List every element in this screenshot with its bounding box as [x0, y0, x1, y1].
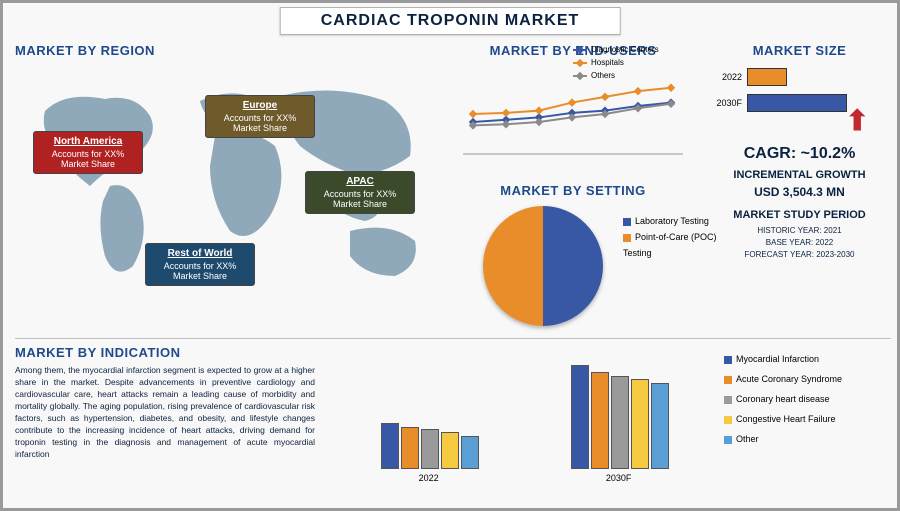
indication-paragraph: Among them, the myocardial infarction se… — [15, 364, 315, 460]
period-title: MARKET STUDY PERIOD — [712, 209, 887, 221]
setting-legend: Laboratory TestingPoint-of-Care (POC) Te… — [623, 213, 723, 261]
size-bars: 2022⬆2030F — [712, 64, 887, 139]
incremental-value: USD 3,504.3 MN — [712, 185, 887, 199]
region-label-apac: APACAccounts for XX%Market Share — [305, 171, 415, 214]
region-label-europe: EuropeAccounts for XX%Market Share — [205, 95, 315, 138]
endusers-chart — [463, 64, 683, 159]
indication-panel: MARKET BY INDICATION Among them, the myo… — [15, 338, 891, 503]
region-label-rest-of-world: Rest of WorldAccounts for XX%Market Shar… — [145, 243, 255, 286]
setting-panel: MARKET BY SETTING Laboratory TestingPoin… — [463, 183, 723, 333]
cagr-value: CAGR: ~10.2% — [712, 145, 887, 163]
page-title: CARDIAC TROPONIN MARKET — [280, 7, 621, 35]
growth-arrow-icon: ⬆ — [846, 104, 869, 137]
indication-legend: Myocardial InfarctionAcute Coronary Synd… — [724, 349, 879, 449]
period-details: HISTORIC YEAR: 2021BASE YEAR: 2022FORECA… — [712, 225, 887, 261]
size-title: MARKET SIZE — [712, 43, 887, 58]
indication-chart: 20222030F — [335, 349, 715, 499]
endusers-panel: MARKET BY END-USERS Diagnostic CentersHo… — [463, 43, 683, 173]
region-panel: MARKET BY REGION North AmericaAccounts f… — [15, 43, 445, 323]
region-label-north-america: North AmericaAccounts for XX%Market Shar… — [33, 131, 143, 174]
setting-pie — [483, 206, 603, 326]
region-title: MARKET BY REGION — [15, 43, 445, 58]
setting-title: MARKET BY SETTING — [423, 183, 723, 198]
incremental-label: INCREMENTAL GROWTH — [712, 169, 887, 181]
size-panel: MARKET SIZE 2022⬆2030F CAGR: ~10.2% INCR… — [712, 43, 887, 261]
